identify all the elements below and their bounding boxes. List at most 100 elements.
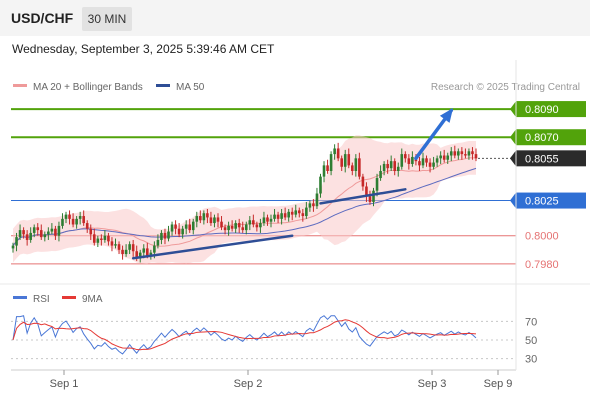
candle-body <box>329 154 333 171</box>
last-price-label: 0.8055 <box>525 153 559 165</box>
candle-body <box>404 154 407 159</box>
candle-body <box>411 156 414 164</box>
candle-body <box>107 235 110 242</box>
candle-body <box>202 213 206 221</box>
ma50-legend-label: MA 50 <box>176 82 205 93</box>
candle-body <box>146 248 149 256</box>
candle-body <box>340 158 343 167</box>
candle-body <box>209 217 213 224</box>
candle-body <box>464 154 467 156</box>
level-tag-arrow <box>510 101 516 118</box>
level-label-resistance: 0.8070 <box>525 132 559 144</box>
candle-body <box>220 221 223 228</box>
candle-body <box>216 217 220 222</box>
candle-body <box>135 251 139 259</box>
candle-body <box>471 151 474 155</box>
candle-body <box>121 249 124 255</box>
candle-body <box>177 228 181 235</box>
candle-body <box>181 228 184 235</box>
candle-body <box>287 211 290 218</box>
candle-body <box>230 225 234 229</box>
candle-body <box>361 176 365 187</box>
candle-body <box>336 148 340 159</box>
rsi-tick-label: 50 <box>525 335 537 347</box>
last-price-tag <box>516 150 586 167</box>
candle-body <box>78 216 82 219</box>
candle-body <box>153 245 156 253</box>
candle-body <box>128 244 131 250</box>
ma9-legend-label: 9MA <box>82 294 103 305</box>
candle-body <box>400 154 404 167</box>
candle-body <box>290 211 294 215</box>
candle-body <box>167 231 170 239</box>
candle-body <box>227 225 230 231</box>
rsi-ma-line <box>12 319 477 351</box>
candle-body <box>252 220 255 225</box>
rsi-tick-label: 70 <box>525 316 537 328</box>
candle-body <box>354 158 358 171</box>
candle-body <box>372 190 375 202</box>
candle-body <box>195 216 199 222</box>
candle-body <box>174 224 177 229</box>
candle-body <box>312 203 315 207</box>
candle-body <box>435 158 439 163</box>
candle-body <box>407 158 411 164</box>
rsi-panel: 70 50 30 <box>11 315 537 366</box>
candle-body <box>308 203 312 208</box>
candle-body <box>393 161 397 171</box>
candle-body <box>432 162 435 167</box>
candle-body <box>358 158 361 177</box>
candle-body <box>280 213 283 219</box>
candle-body <box>89 228 93 235</box>
x-axis: Sep 1 Sep 2 Sep 3 Sep 9 <box>50 370 513 390</box>
candle-body <box>255 224 259 228</box>
candle-body <box>110 241 114 246</box>
candle-body <box>223 227 227 231</box>
credit-label: Research © 2025 Trading Central <box>431 82 580 93</box>
candle-body <box>389 161 393 169</box>
candle-body <box>100 238 103 240</box>
level-label-support: 0.7980 <box>525 259 559 271</box>
candle-body <box>11 245 15 249</box>
candle-body <box>75 218 78 225</box>
rsi-tick-label: 30 <box>525 354 537 366</box>
candle-body <box>71 218 75 225</box>
candle-body <box>170 224 174 232</box>
interval-button[interactable] <box>82 7 132 31</box>
candle-body <box>474 154 478 159</box>
level-tag-arrow <box>510 129 516 146</box>
x-tick-label: Sep 3 <box>418 378 447 390</box>
rsi-legend-swatch <box>13 296 27 299</box>
candle-body <box>442 155 446 160</box>
candle-body <box>322 165 326 177</box>
candle-body <box>68 214 71 219</box>
candle-body <box>449 151 453 156</box>
candle-body <box>160 232 163 240</box>
trendline <box>319 188 407 205</box>
candle-body <box>347 154 351 166</box>
candle-body <box>382 163 386 171</box>
candle-body <box>283 213 287 218</box>
candle-body <box>184 224 188 229</box>
candle-body <box>368 196 372 202</box>
rsi-legend-label: RSI <box>33 294 50 305</box>
candle-body <box>453 151 457 156</box>
ma20-legend-label: MA 20 + Bollinger Bands <box>33 82 143 93</box>
candle-body <box>96 238 100 243</box>
x-tick-label: Sep 2 <box>234 378 263 390</box>
candle-body <box>421 158 425 166</box>
candle-body <box>54 228 57 236</box>
candle-body <box>22 230 25 235</box>
candle-body <box>237 223 241 228</box>
level-tag-resistance <box>516 129 586 146</box>
candle-body <box>131 244 135 252</box>
candle-body <box>206 213 209 218</box>
candle-body <box>418 161 421 166</box>
x-tick-label: Sep 9 <box>484 378 513 390</box>
candle-body <box>149 252 153 256</box>
candle-body <box>439 155 442 159</box>
candle-body <box>142 248 146 253</box>
candle-body <box>315 193 319 207</box>
candle-body <box>124 249 128 255</box>
candles <box>11 142 478 263</box>
